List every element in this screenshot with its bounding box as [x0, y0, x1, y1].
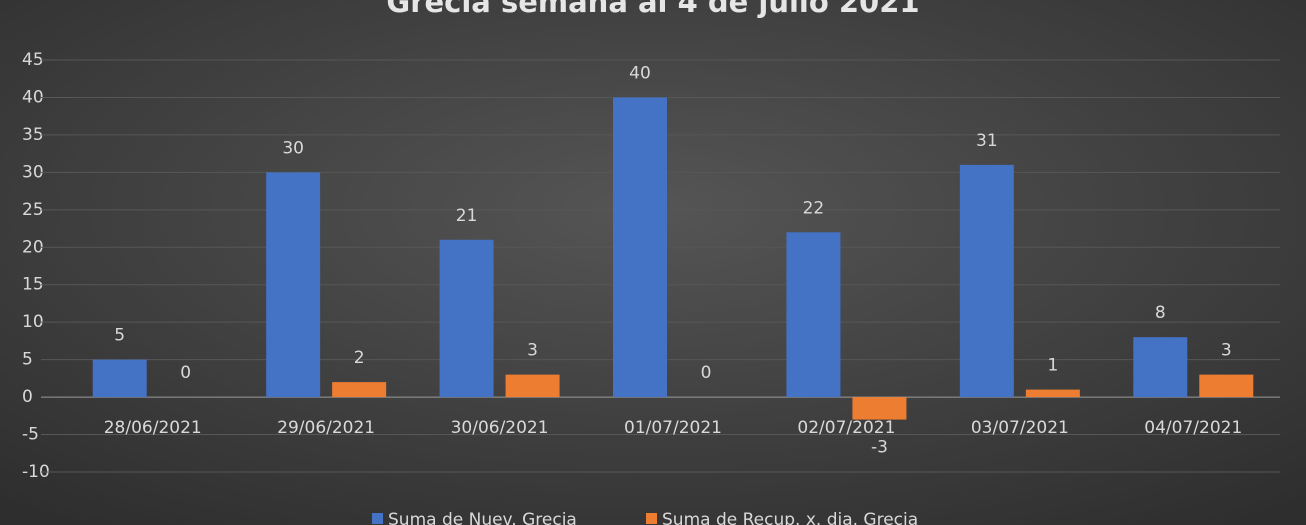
legend-label: Suma de Recup. x. dia. Grecia [662, 510, 918, 525]
y-tick-label: 20 [22, 237, 44, 257]
bar [266, 172, 321, 398]
y-tick-label: 5 [22, 350, 33, 370]
x-tick-label: 28/06/2021 [104, 418, 202, 438]
data-label: 30 [282, 138, 304, 158]
y-tick-label: 10 [22, 312, 44, 332]
y-tick-label: -5 [22, 425, 39, 445]
x-tick-label: 30/06/2021 [451, 418, 549, 438]
legend-swatch [372, 513, 383, 524]
x-tick-label: 01/07/2021 [624, 418, 722, 438]
y-tick-label: 45 [22, 50, 44, 70]
x-tick-label: 02/07/2021 [797, 418, 895, 438]
y-tick-label: 25 [22, 200, 44, 220]
legend-swatch [646, 513, 657, 524]
bar [613, 97, 667, 398]
data-label: 5 [114, 326, 125, 346]
data-label: 3 [527, 341, 538, 361]
data-label: 22 [803, 198, 825, 218]
x-tick-label: 29/06/2021 [277, 418, 375, 438]
bar [852, 397, 907, 420]
x-tick-label: 04/07/2021 [1144, 418, 1242, 438]
data-label: 2 [354, 348, 365, 368]
x-tick-label: 03/07/2021 [971, 418, 1069, 438]
y-tick-label: 15 [22, 275, 44, 295]
legend-label: Suma de Nuev. Grecia [388, 510, 577, 525]
y-tick-label: 35 [22, 125, 44, 145]
y-tick-label: -10 [22, 462, 50, 482]
bar [1025, 389, 1080, 398]
y-tick-label: 30 [22, 162, 44, 182]
bar [439, 239, 494, 398]
data-label: -3 [871, 438, 888, 458]
data-label: 3 [1221, 341, 1232, 361]
data-label: 21 [456, 206, 478, 226]
data-label: 31 [976, 131, 998, 151]
data-label: 40 [629, 63, 651, 83]
bar [959, 164, 1014, 398]
bar [92, 359, 147, 398]
bar [786, 232, 841, 398]
y-tick-label: 0 [22, 387, 33, 407]
y-tick-label: 40 [22, 87, 44, 107]
data-label: 0 [701, 363, 712, 383]
bar [1199, 374, 1254, 398]
bar [505, 374, 560, 398]
data-label: 1 [1047, 356, 1058, 376]
chart-title: Grecia semana al 4 de julio 2021 [386, 0, 919, 19]
data-label: 8 [1155, 303, 1166, 323]
bar [1133, 337, 1188, 398]
bar [332, 382, 387, 398]
data-label: 0 [180, 363, 191, 383]
